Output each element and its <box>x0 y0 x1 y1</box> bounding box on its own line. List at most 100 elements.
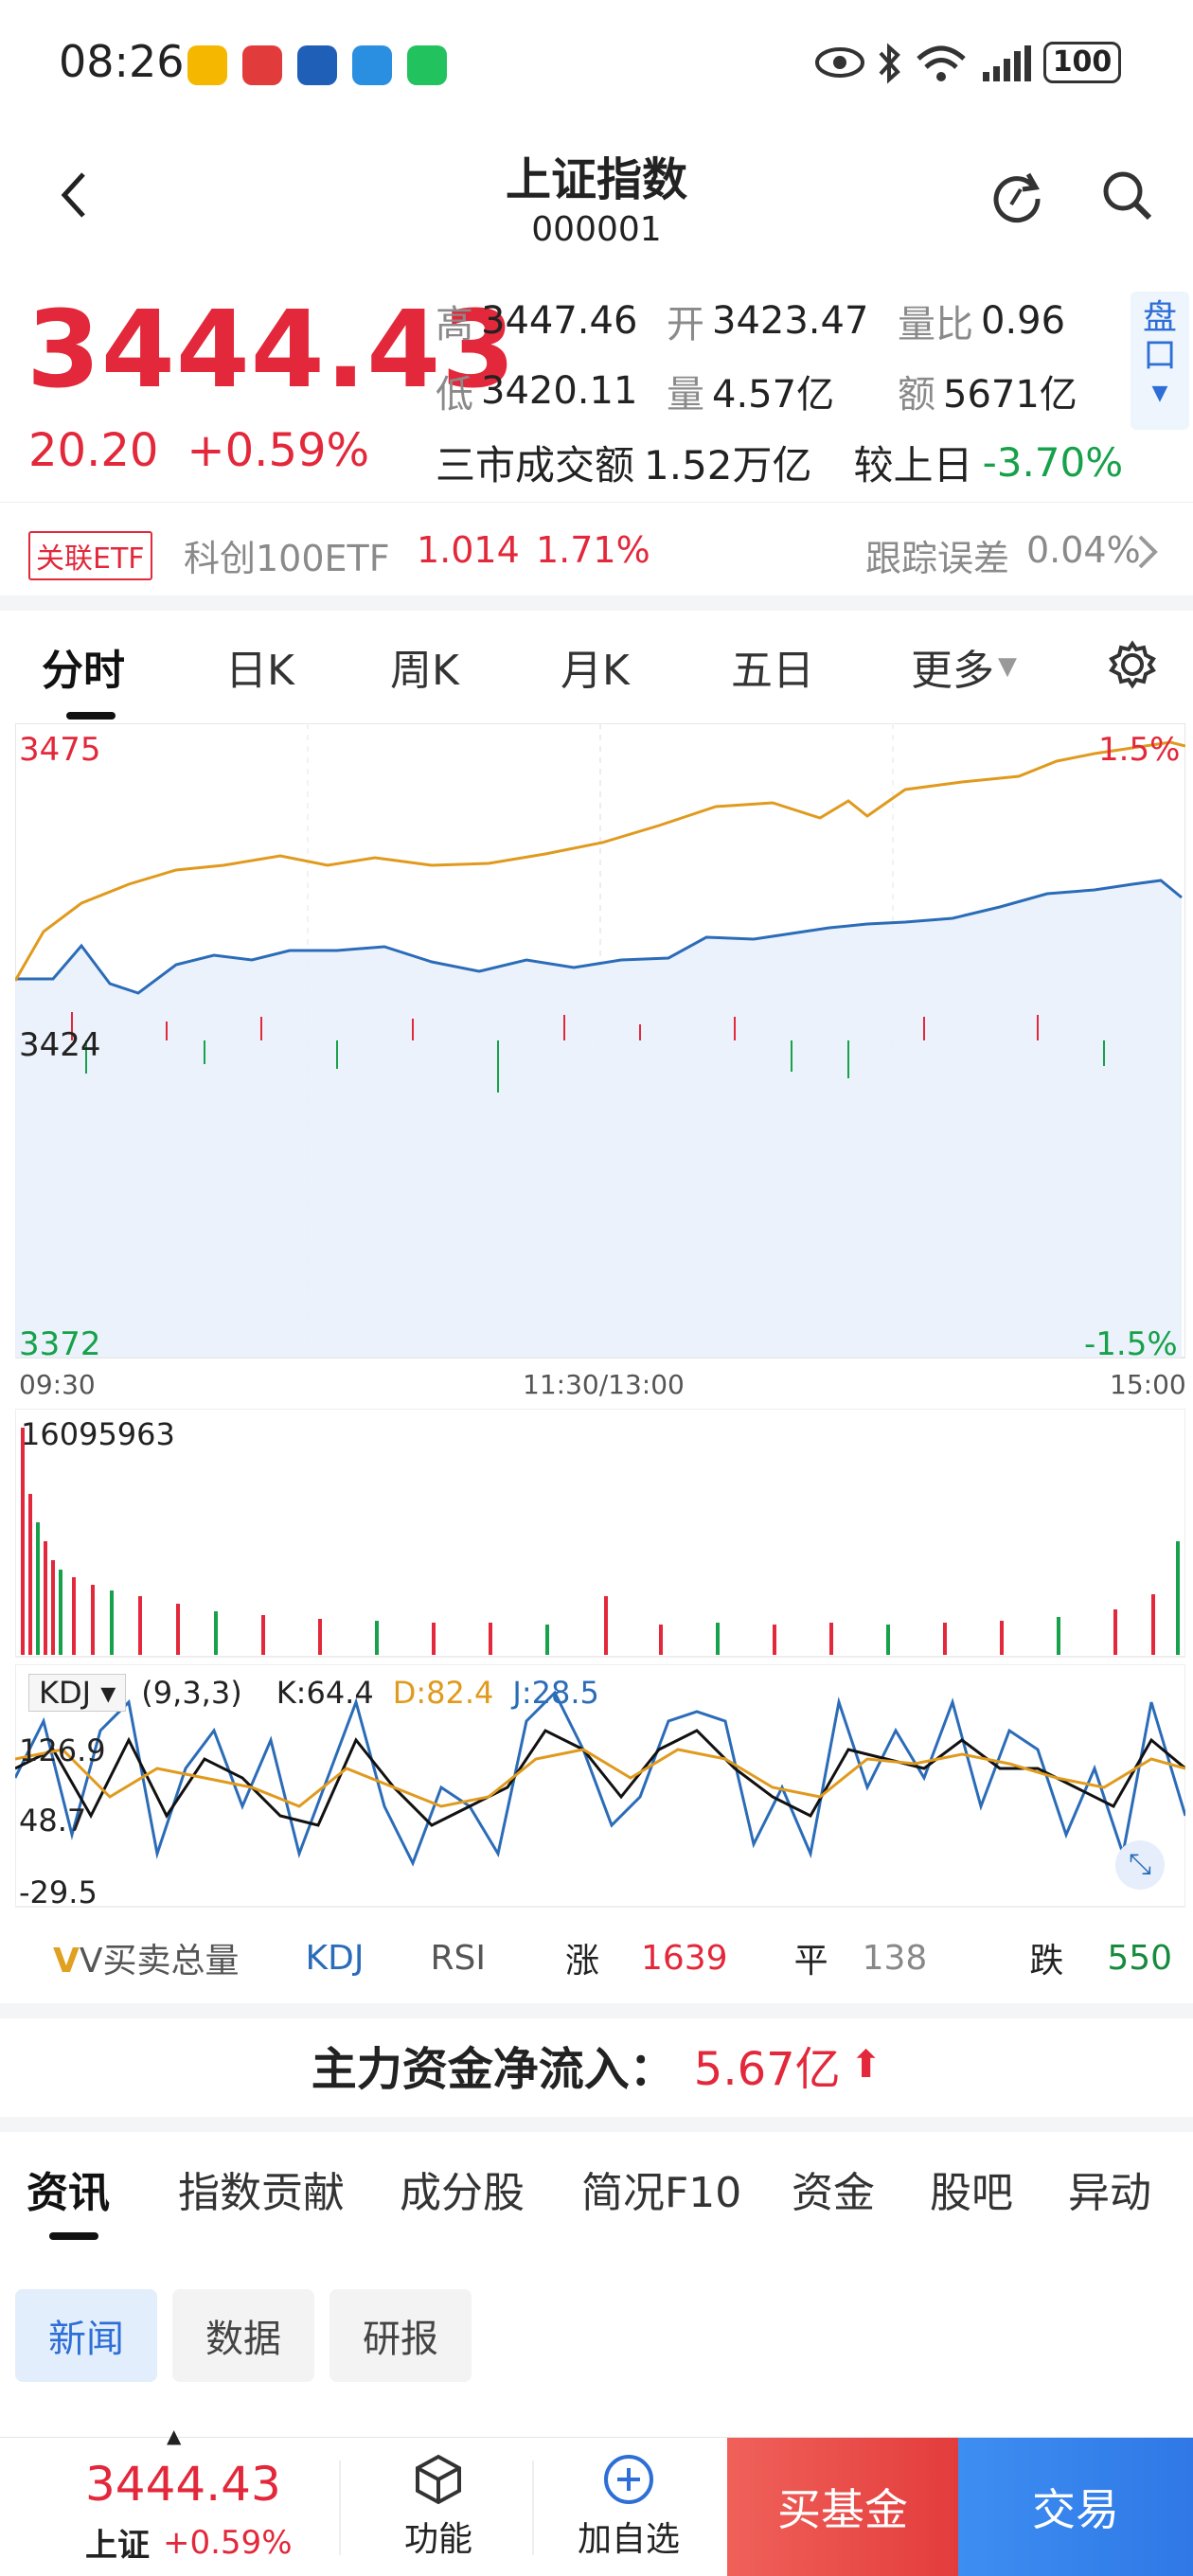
price-area <box>15 880 1182 1358</box>
trade-button[interactable]: 交易 <box>958 2438 1193 2576</box>
indicator-row: VV买卖总量 KDJ RSI 涨 1639 平 138 跌 550 <box>0 1929 1193 1986</box>
page-title: 上证指数 <box>505 153 687 206</box>
divider <box>0 2117 1193 2132</box>
index-price: 3444.43 <box>27 289 517 412</box>
y-axis-bottom: 3372 <box>19 1325 101 1363</box>
signal-icon <box>983 45 1031 81</box>
section-tab-underline <box>49 2232 98 2240</box>
pct-axis-bottom: -1.5% <box>1084 1325 1178 1363</box>
back-button[interactable] <box>57 169 91 222</box>
kdj-j-line <box>15 1690 1185 1867</box>
etf-badge: 关联ETF <box>28 531 152 580</box>
stat-open: 开 3423.47 <box>667 299 869 346</box>
tab-constituents[interactable]: 成分股 <box>400 2169 525 2217</box>
cube-icon <box>416 2454 461 2505</box>
pankou-button[interactable]: 盘 口 ▼ <box>1131 292 1189 430</box>
settings-gear-icon[interactable] <box>1108 640 1157 689</box>
kdj-y-bottom: -29.5 <box>19 1874 98 1910</box>
indicator-kdj[interactable]: KDJ <box>305 1938 365 1978</box>
kdj-y-top: 126.9 <box>19 1732 106 1768</box>
status-bar: 08:26 100 <box>0 0 1193 133</box>
x-axis-end: 15:00 <box>1110 1369 1186 1400</box>
wechat-icon <box>407 45 447 85</box>
buy-fund-button[interactable]: 买基金 <box>727 2438 958 2576</box>
tab-movements[interactable]: 异动 <box>1068 2169 1151 2217</box>
etf-name: 科创100ETF <box>184 538 390 579</box>
divider <box>0 2003 1193 2018</box>
app-notification-icon <box>242 45 282 85</box>
function-button[interactable]: 功能 <box>386 2451 490 2561</box>
up-count: 1639 <box>640 1938 728 1978</box>
tab-more[interactable]: 更多 ▼ <box>911 647 1017 695</box>
y-axis-mid: 3424 <box>19 1026 101 1064</box>
tab-five-day[interactable]: 五日 <box>731 647 814 695</box>
tab-monthly-k[interactable]: 月K <box>561 647 630 695</box>
index-change: 20.20 +0.59% <box>28 424 369 477</box>
plus-circle-icon <box>604 2455 653 2504</box>
x-axis-mid: 11:30/13:00 <box>523 1369 685 1400</box>
arrow-up-icon: ⬆ <box>849 2043 882 2087</box>
x-axis-start: 09:30 <box>19 1369 96 1400</box>
chip-news[interactable]: 新闻 <box>15 2289 157 2382</box>
caret-down-icon: ▼ <box>1151 382 1168 405</box>
expand-icon[interactable]: ⤡ <box>1115 1840 1165 1890</box>
related-etf-row[interactable]: 关联ETF 科创100ETF 1.014 1.71% 跟踪误差 0.04% <box>0 502 1193 611</box>
weibo-icon <box>187 45 227 85</box>
app-notification-icon <box>352 45 392 85</box>
kdj-d-line <box>15 1748 1185 1808</box>
etf-price: 1.014 <box>417 529 520 571</box>
stock-code: 000001 <box>531 210 662 249</box>
battery-icon: 100 <box>1043 42 1121 83</box>
indicator-volume[interactable]: VV买卖总量 <box>53 1942 240 1981</box>
stat-high: 高 3447.46 <box>436 299 638 346</box>
etf-pct: 1.71% <box>536 529 650 571</box>
main-fund-flow: 主力资金净流入： 5.67亿 ⬆ <box>311 2043 882 2096</box>
tracking-error-value: 0.04% <box>1026 529 1141 571</box>
stat-volume-ratio: 量比 0.96 <box>898 299 1066 346</box>
bottom-quote: 上证 +0.59% <box>85 2523 293 2566</box>
volume-max-label: 16095963 <box>21 1416 175 1452</box>
stat-low: 低 3420.11 <box>436 369 638 417</box>
kdj-header: KDJ ▾ (9,3,3) K:64.4 D:82.4 J:28.5 <box>28 1674 599 1712</box>
divider <box>339 2461 341 2555</box>
bottom-price: 3444.43 <box>85 2457 281 2512</box>
tab-weekly-k[interactable]: 周K <box>390 647 459 695</box>
caret-down-icon: ▼ <box>998 652 1017 681</box>
chip-research[interactable]: 研报 <box>329 2289 472 2382</box>
kdj-chart[interactable] <box>15 1664 1185 1910</box>
bottom-bar: ▲ 3444.43 上证 +0.59% 功能 加自选 买基金 交易 <box>0 2425 1193 2576</box>
breadth-bars <box>71 1012 1105 1093</box>
tab-news-section[interactable]: 资讯 <box>27 2169 110 2217</box>
tab-intraday[interactable]: 分时 <box>42 647 125 695</box>
flat-count: 138 <box>862 1938 928 1978</box>
kdj-selector[interactable]: KDJ ▾ <box>28 1674 127 1712</box>
volume-chart[interactable] <box>15 1409 1185 1661</box>
divider <box>532 2461 534 2555</box>
add-watchlist-button[interactable]: 加自选 <box>566 2451 691 2561</box>
y-axis-top: 3475 <box>19 731 101 769</box>
tab-index-contribution[interactable]: 指数贡献 <box>178 2169 345 2217</box>
average-line <box>15 740 1185 982</box>
refresh-icon[interactable] <box>988 167 1045 223</box>
kdj-y-mid: 48.7 <box>19 1803 87 1839</box>
wifi-icon <box>917 45 966 81</box>
intraday-chart[interactable] <box>15 723 1185 1367</box>
eye-icon <box>815 47 864 78</box>
volume-bars <box>21 1428 1180 1655</box>
price-line <box>15 879 1183 995</box>
tab-funds[interactable]: 资金 <box>792 2169 875 2217</box>
tab-daily-k[interactable]: 日K <box>225 647 294 695</box>
kdj-k-line <box>15 1729 1185 1827</box>
tab-underline <box>66 712 116 720</box>
stat-amount: 额 5671亿 <box>898 373 1077 417</box>
indicator-rsi[interactable]: RSI <box>430 1938 486 1978</box>
caret-up-icon: ▲ <box>167 2425 182 2447</box>
tab-overview-f10[interactable]: 简况F10 <box>581 2169 742 2217</box>
change-percent: +0.59% <box>187 424 370 477</box>
tab-forum[interactable]: 股吧 <box>930 2169 1013 2217</box>
market-turnover: 三市成交额 1.52万亿 较上日 -3.70% <box>436 439 1124 489</box>
search-icon[interactable] <box>1098 167 1155 223</box>
bluetooth-icon <box>879 43 900 84</box>
stat-volume: 量 4.57亿 <box>667 373 835 417</box>
chip-data[interactable]: 数据 <box>172 2289 314 2382</box>
